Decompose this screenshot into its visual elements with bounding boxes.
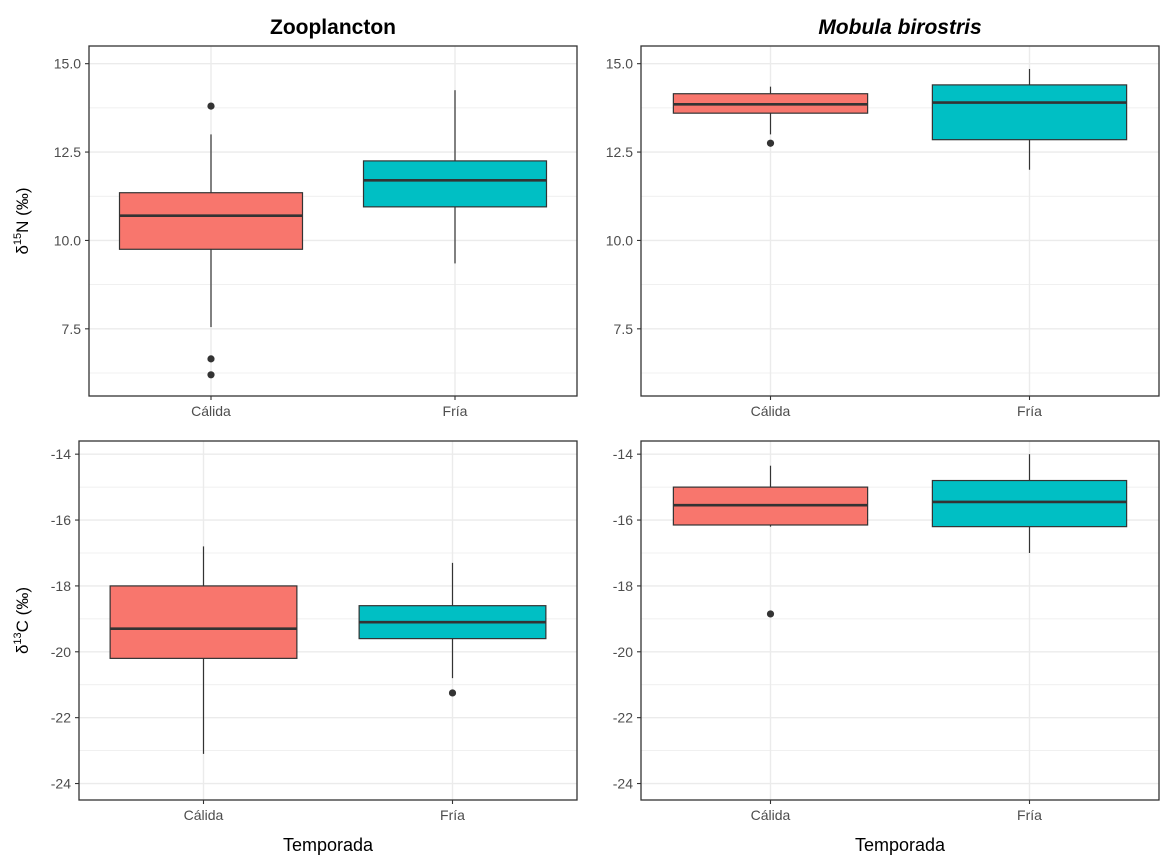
x-tick-label: Cálida (751, 403, 791, 419)
box-2 (358, 562, 547, 697)
box-2 (362, 90, 548, 264)
y-axis-title-sup: 13 (12, 632, 24, 644)
x-tick-label: Cálida (751, 807, 791, 823)
box-rect (118, 192, 304, 250)
panel-border (88, 45, 578, 397)
x-tick-label: Cálida (191, 403, 231, 419)
y-tick-label: -22 (51, 710, 71, 726)
box-rect (109, 585, 298, 659)
box-1 (672, 86, 869, 147)
y-axis-title: δ13C (‰) (12, 587, 32, 654)
y-axis-title-sup: 15 (12, 233, 24, 245)
outlier-point (207, 102, 215, 110)
y-tick-label: 12.5 (54, 144, 81, 160)
outlier-point (207, 355, 215, 363)
outlier-point (448, 689, 457, 697)
panel-4: -24 -22 -20 -18 -16 -14 Cálida Fría Temporada (613, 440, 1160, 855)
y-tick-label: -18 (613, 578, 633, 594)
outlier-point (766, 610, 775, 618)
y-tick-label: 7.5 (62, 321, 82, 337)
y-tick-label: -16 (51, 512, 71, 528)
x-tick-label: Fría (1017, 807, 1042, 823)
box-1 (672, 465, 869, 618)
x-tick-label: Cálida (184, 807, 224, 823)
y-tick-label: 10.0 (606, 232, 633, 248)
y-tick-label: 12.5 (606, 144, 633, 160)
y-tick-label: 7.5 (614, 321, 634, 337)
box-rect (931, 479, 1128, 528)
y-tick-label: -20 (613, 644, 633, 660)
y-tick-label: 10.0 (54, 232, 81, 248)
y-axis-title-prefix: δ (13, 645, 32, 654)
panel-border (640, 45, 1160, 397)
y-axis-title: δ15N (‰) (12, 187, 32, 254)
panel-3: -24 -22 -20 -18 -16 -14 Cálida Fría Temporada δ13… (12, 440, 578, 855)
x-tick-label: Fría (443, 403, 468, 419)
box-1 (118, 102, 304, 379)
panel-title: Mobula birostris (818, 16, 981, 39)
y-tick-label: -14 (51, 446, 71, 462)
y-tick-label: -18 (51, 578, 71, 594)
outlier-point (207, 371, 215, 379)
y-axis-title-rest: C (‰) (13, 587, 32, 632)
outlier-point (766, 139, 775, 147)
y-tick-label: -16 (613, 512, 633, 528)
panel-1: 7.5 10.0 12.5 15.0 Cálida Fría Zooplancton δ15N… (12, 16, 578, 419)
panel-border (640, 440, 1160, 801)
box-rect (362, 160, 548, 208)
x-tick-label: Fría (1017, 403, 1042, 419)
panel-border (78, 440, 578, 801)
x-axis-title: Temporada (283, 835, 374, 855)
y-tick-label: 15.0 (606, 56, 633, 72)
y-tick-label: -20 (51, 644, 71, 660)
box-2 (931, 454, 1128, 553)
panel-title: Zooplancton (270, 16, 396, 39)
y-tick-label: -14 (613, 446, 633, 462)
y-axis-title-rest: N (‰) (13, 187, 32, 232)
box-1 (109, 546, 298, 754)
y-axis-title-prefix: δ (13, 245, 32, 254)
y-tick-label: 15.0 (54, 56, 81, 72)
x-tick-label: Fría (440, 807, 465, 823)
y-tick-label: -24 (51, 776, 71, 792)
y-tick-label: -22 (613, 710, 633, 726)
box-rect (931, 84, 1128, 141)
box-2 (931, 68, 1128, 170)
panel-2: 7.5 10.0 12.5 15.0 Cálida Fría Mobula birostri… (606, 16, 1160, 419)
y-tick-label: -24 (613, 776, 633, 792)
x-axis-title: Temporada (855, 835, 946, 855)
